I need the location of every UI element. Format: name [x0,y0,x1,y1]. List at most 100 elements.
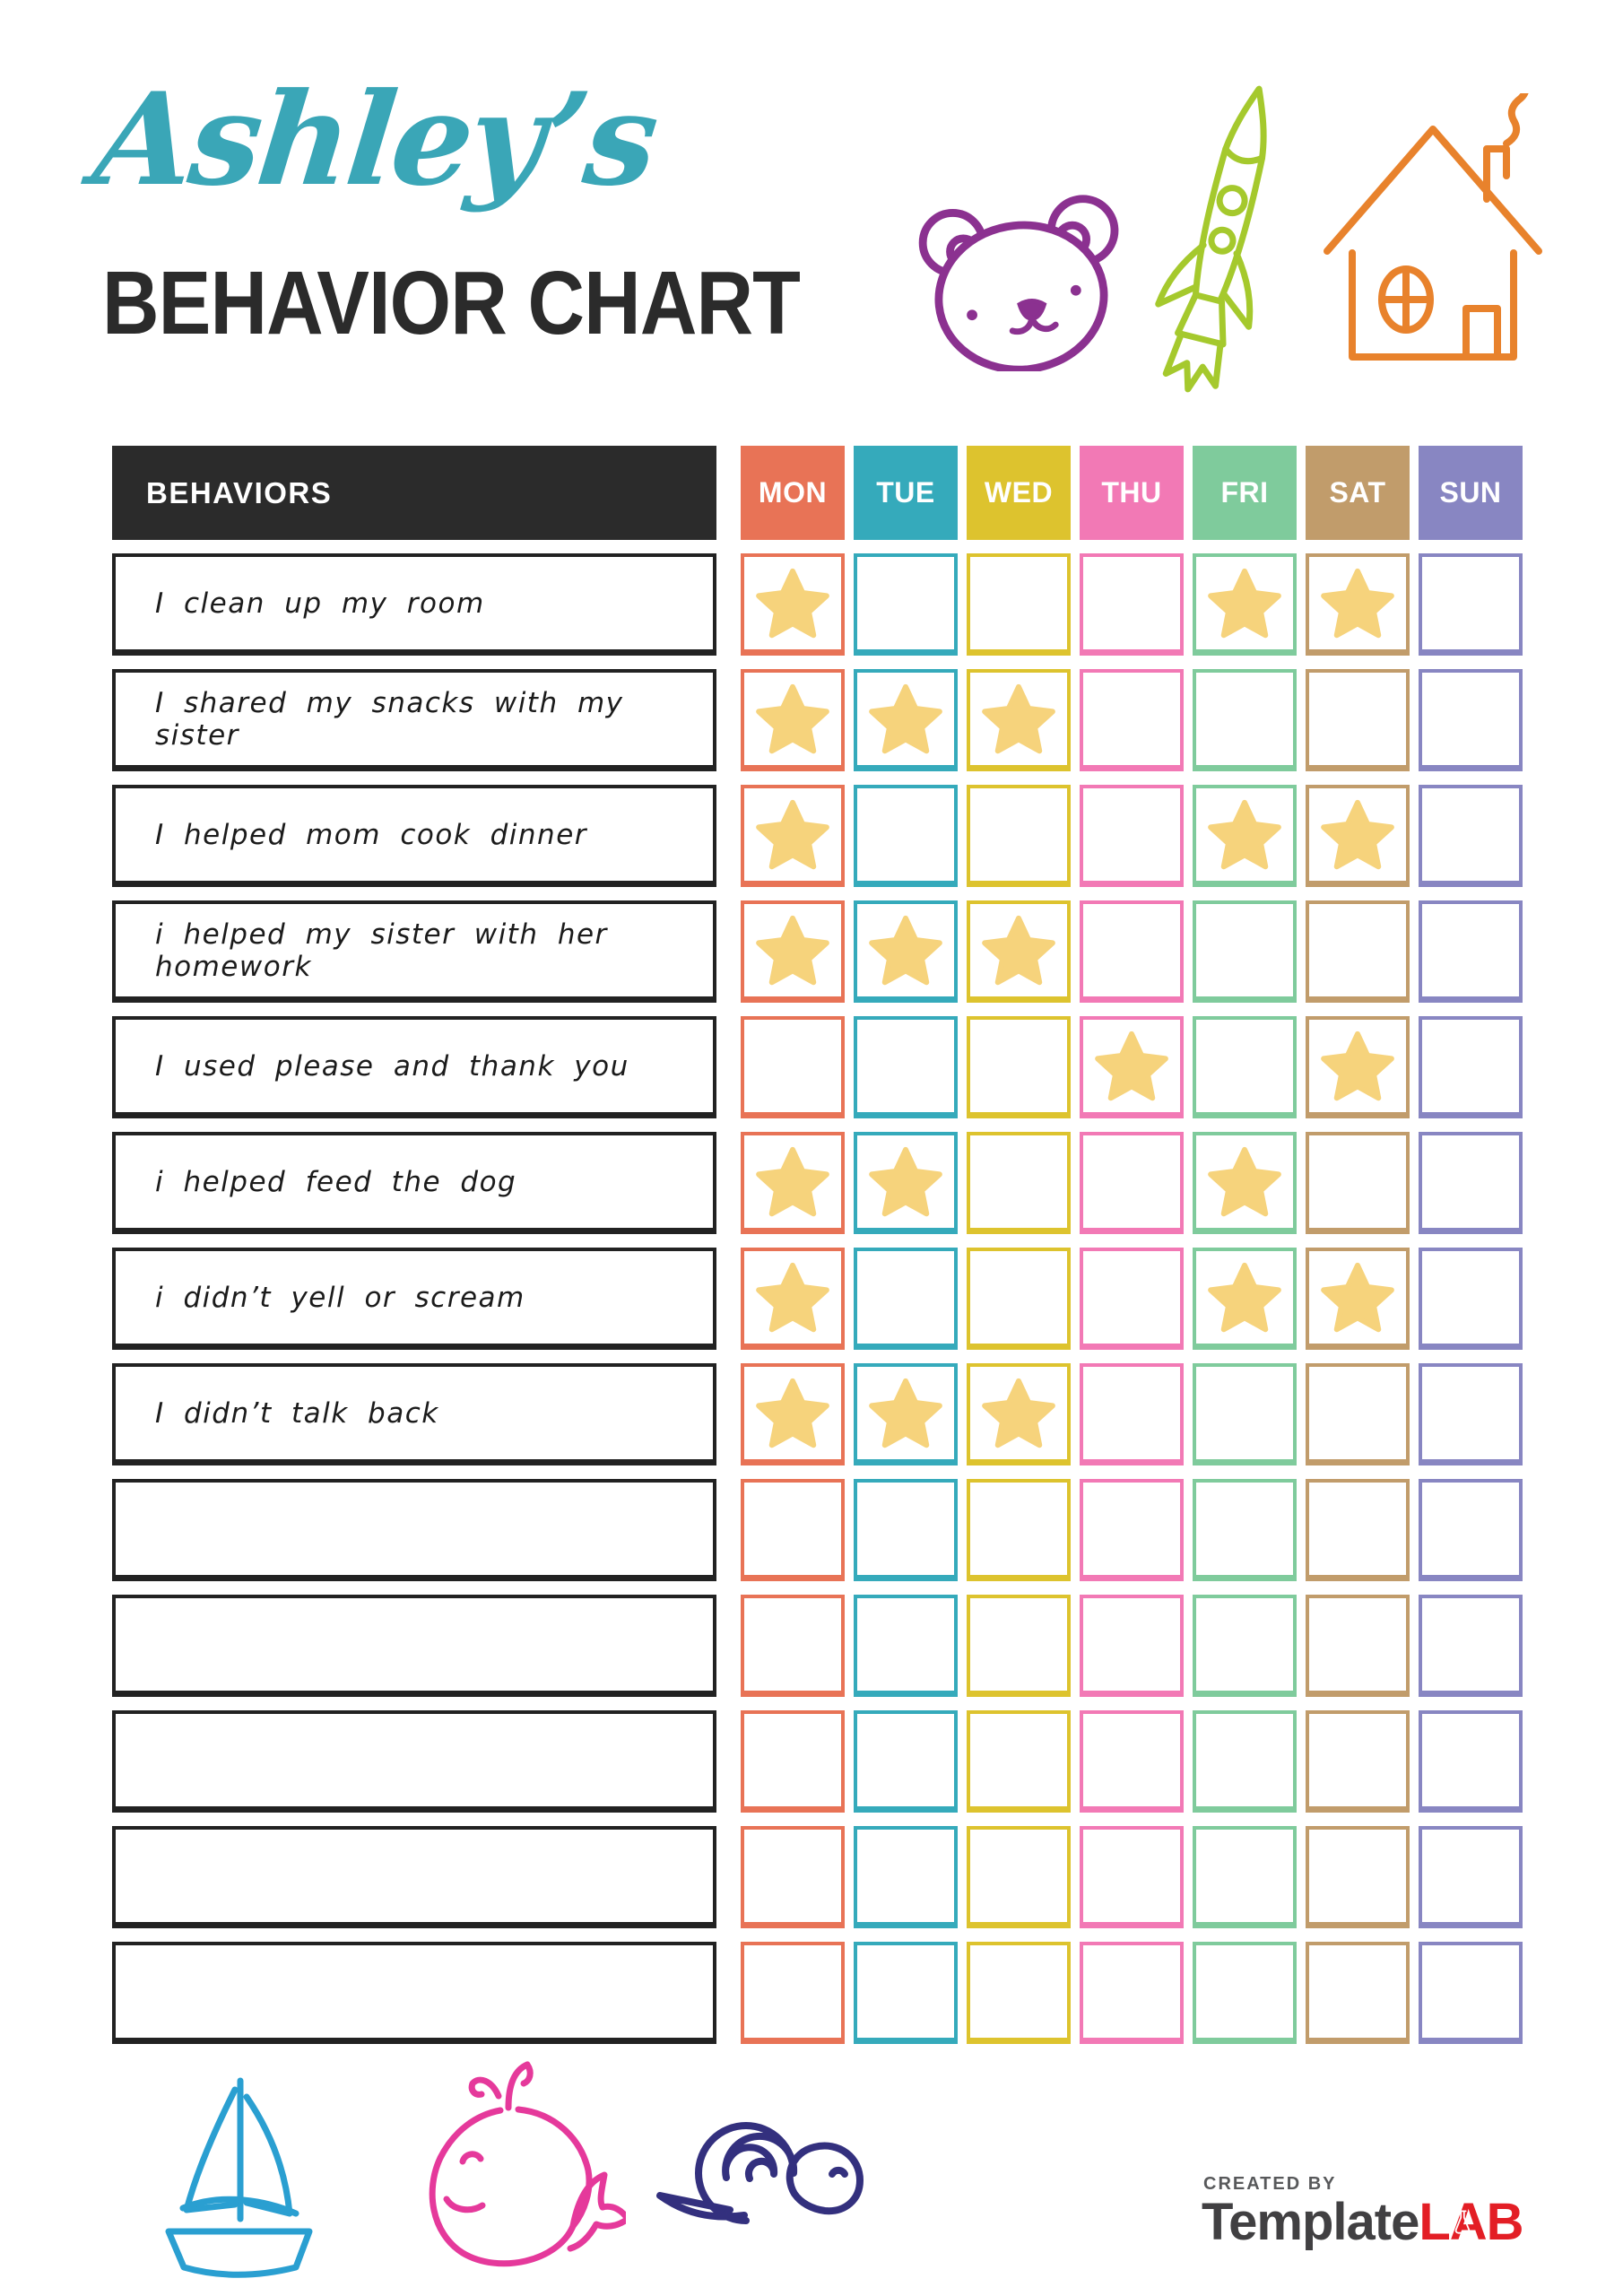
day-cell-row-1-sun[interactable] [1419,553,1523,656]
day-cell-row-11-mon[interactable] [741,1710,845,1813]
day-cell-row-10-sat[interactable] [1306,1595,1410,1697]
day-cell-row-11-tue[interactable] [854,1710,958,1813]
day-cell-row-5-fri[interactable] [1193,1016,1297,1118]
day-cell-row-3-sat[interactable] [1306,785,1410,887]
day-cell-row-7-fri[interactable] [1193,1248,1297,1350]
day-cell-row-8-mon[interactable] [741,1363,845,1465]
day-cell-row-6-wed[interactable] [967,1132,1071,1234]
day-cell-row-8-wed[interactable] [967,1363,1071,1465]
day-cell-row-2-thu[interactable] [1080,669,1184,771]
behavior-cell-row-3[interactable]: I helped mom cook dinner [112,785,716,887]
behavior-cell-row-10[interactable] [112,1595,716,1697]
day-cell-row-8-thu[interactable] [1080,1363,1184,1465]
behavior-cell-row-6[interactable]: i helped feed the dog [112,1132,716,1234]
behavior-cell-row-13[interactable] [112,1942,716,2044]
day-cell-row-4-sun[interactable] [1419,900,1523,1003]
day-cell-row-7-wed[interactable] [967,1248,1071,1350]
day-cell-row-2-wed[interactable] [967,669,1071,771]
day-cell-row-13-mon[interactable] [741,1942,845,2044]
day-cell-row-7-tue[interactable] [854,1248,958,1350]
day-cell-row-13-sat[interactable] [1306,1942,1410,2044]
day-cell-row-11-wed[interactable] [967,1710,1071,1813]
day-cell-row-11-thu[interactable] [1080,1710,1184,1813]
day-cell-row-5-wed[interactable] [967,1016,1071,1118]
day-cell-row-9-sun[interactable] [1419,1479,1523,1581]
day-cell-row-6-fri[interactable] [1193,1132,1297,1234]
day-cell-row-10-fri[interactable] [1193,1595,1297,1697]
day-cell-row-9-sat[interactable] [1306,1479,1410,1581]
day-cell-row-2-sat[interactable] [1306,669,1410,771]
day-cell-row-10-wed[interactable] [967,1595,1071,1697]
behavior-cell-row-2[interactable]: I shared my snacks with my sister [112,669,716,771]
day-cell-row-11-fri[interactable] [1193,1710,1297,1813]
day-cell-row-8-sat[interactable] [1306,1363,1410,1465]
day-cell-row-5-thu[interactable] [1080,1016,1184,1118]
day-cell-row-7-mon[interactable] [741,1248,845,1350]
behavior-cell-row-9[interactable] [112,1479,716,1581]
day-cell-row-8-sun[interactable] [1419,1363,1523,1465]
day-cell-row-5-mon[interactable] [741,1016,845,1118]
day-cell-row-6-tue[interactable] [854,1132,958,1234]
day-cell-row-2-sun[interactable] [1419,669,1523,771]
day-cell-row-6-mon[interactable] [741,1132,845,1234]
day-cell-row-13-wed[interactable] [967,1942,1071,2044]
day-cell-row-9-thu[interactable] [1080,1479,1184,1581]
day-cell-row-9-wed[interactable] [967,1479,1071,1581]
day-cell-row-7-sun[interactable] [1419,1248,1523,1350]
day-cell-row-11-sat[interactable] [1306,1710,1410,1813]
day-cell-row-8-fri[interactable] [1193,1363,1297,1465]
day-cell-row-3-tue[interactable] [854,785,958,887]
day-cell-row-13-thu[interactable] [1080,1942,1184,2044]
behavior-cell-row-7[interactable]: i didn’t yell or scream [112,1248,716,1350]
day-cell-row-10-sun[interactable] [1419,1595,1523,1697]
day-cell-row-3-fri[interactable] [1193,785,1297,887]
day-cell-row-6-sat[interactable] [1306,1132,1410,1234]
day-cell-row-10-thu[interactable] [1080,1595,1184,1697]
day-cell-row-8-tue[interactable] [854,1363,958,1465]
day-cell-row-10-mon[interactable] [741,1595,845,1697]
day-cell-row-13-fri[interactable] [1193,1942,1297,2044]
day-cell-row-1-thu[interactable] [1080,553,1184,656]
day-cell-row-9-fri[interactable] [1193,1479,1297,1581]
behavior-cell-row-1[interactable]: I clean up my room [112,553,716,656]
day-cell-row-3-mon[interactable] [741,785,845,887]
day-cell-row-12-tue[interactable] [854,1826,958,1928]
day-cell-row-2-fri[interactable] [1193,669,1297,771]
day-cell-row-3-sun[interactable] [1419,785,1523,887]
day-cell-row-13-sun[interactable] [1419,1942,1523,2044]
day-cell-row-12-mon[interactable] [741,1826,845,1928]
day-cell-row-10-tue[interactable] [854,1595,958,1697]
behavior-cell-row-8[interactable]: I didn’t talk back [112,1363,716,1465]
day-cell-row-12-sun[interactable] [1419,1826,1523,1928]
day-cell-row-1-mon[interactable] [741,553,845,656]
day-cell-row-5-tue[interactable] [854,1016,958,1118]
day-cell-row-7-thu[interactable] [1080,1248,1184,1350]
behavior-cell-row-11[interactable] [112,1710,716,1813]
day-cell-row-4-tue[interactable] [854,900,958,1003]
behavior-cell-row-4[interactable]: i helped my sister with her homework [112,900,716,1003]
day-cell-row-4-sat[interactable] [1306,900,1410,1003]
day-cell-row-1-wed[interactable] [967,553,1071,656]
day-cell-row-2-mon[interactable] [741,669,845,771]
day-cell-row-1-sat[interactable] [1306,553,1410,656]
behavior-cell-row-12[interactable] [112,1826,716,1928]
day-cell-row-6-sun[interactable] [1419,1132,1523,1234]
behavior-cell-row-5[interactable]: I used please and thank you [112,1016,716,1118]
day-cell-row-7-sat[interactable] [1306,1248,1410,1350]
day-cell-row-3-thu[interactable] [1080,785,1184,887]
day-cell-row-5-sat[interactable] [1306,1016,1410,1118]
day-cell-row-3-wed[interactable] [967,785,1071,887]
day-cell-row-1-tue[interactable] [854,553,958,656]
day-cell-row-5-sun[interactable] [1419,1016,1523,1118]
day-cell-row-13-tue[interactable] [854,1942,958,2044]
day-cell-row-9-tue[interactable] [854,1479,958,1581]
day-cell-row-1-fri[interactable] [1193,553,1297,656]
day-cell-row-4-wed[interactable] [967,900,1071,1003]
day-cell-row-4-fri[interactable] [1193,900,1297,1003]
day-cell-row-12-wed[interactable] [967,1826,1071,1928]
day-cell-row-11-sun[interactable] [1419,1710,1523,1813]
day-cell-row-2-tue[interactable] [854,669,958,771]
day-cell-row-9-mon[interactable] [741,1479,845,1581]
day-cell-row-6-thu[interactable] [1080,1132,1184,1234]
day-cell-row-12-thu[interactable] [1080,1826,1184,1928]
